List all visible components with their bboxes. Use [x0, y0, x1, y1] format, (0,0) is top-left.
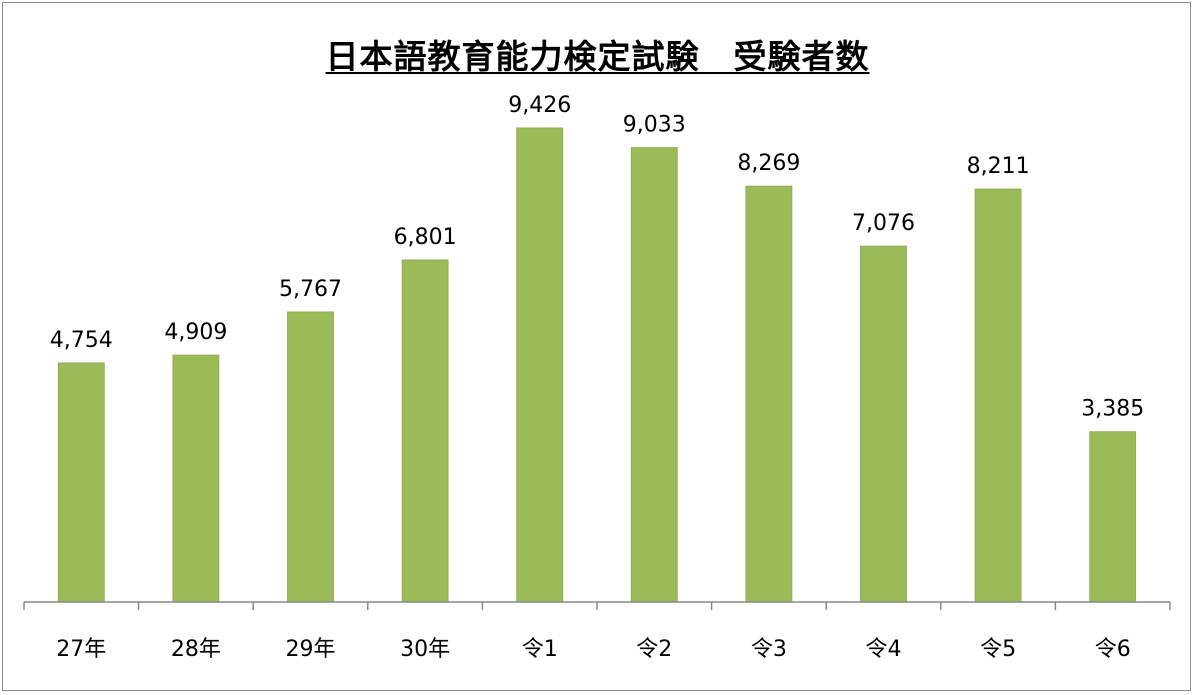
- data-label-9: 3,385: [1081, 397, 1144, 422]
- x-tick-label-8: 令5: [980, 637, 1016, 662]
- x-tick-label-5: 令2: [636, 637, 672, 662]
- data-label-4: 9,426: [508, 93, 571, 118]
- data-label-7: 7,076: [852, 211, 915, 236]
- x-tick-label-2: 29年: [286, 637, 336, 662]
- data-label-8: 8,211: [967, 154, 1030, 179]
- bar-2: [287, 311, 334, 603]
- bar-3: [401, 259, 449, 603]
- bar-4: [516, 127, 564, 603]
- bar-1: [172, 354, 220, 603]
- data-label-0: 4,754: [50, 328, 113, 353]
- chart-title: 日本語教育能力検定試験 受験者数: [325, 37, 870, 76]
- chart-title-wrapper: 日本語教育能力検定試験 受験者数: [0, 30, 1195, 78]
- x-tick-label-1: 28年: [171, 637, 221, 662]
- data-label-1: 4,909: [164, 320, 227, 345]
- x-tick-label-0: 27年: [56, 637, 106, 662]
- data-label-5: 9,033: [623, 113, 686, 138]
- x-tick-label-9: 令6: [1095, 637, 1131, 662]
- bar-8: [974, 188, 1022, 603]
- x-tick-label-7: 令4: [866, 637, 902, 662]
- bar-0: [57, 362, 105, 603]
- bar-6: [745, 185, 793, 603]
- bar-7: [860, 245, 907, 603]
- x-tick-label-4: 令1: [522, 637, 558, 662]
- data-label-6: 8,269: [737, 151, 800, 176]
- bar-5: [630, 147, 678, 603]
- data-label-3: 6,801: [394, 225, 457, 250]
- data-label-2: 5,767: [279, 277, 342, 302]
- x-tick-label-3: 30年: [400, 637, 450, 662]
- bar-9: [1089, 431, 1137, 603]
- x-tick-label-6: 令3: [751, 637, 787, 662]
